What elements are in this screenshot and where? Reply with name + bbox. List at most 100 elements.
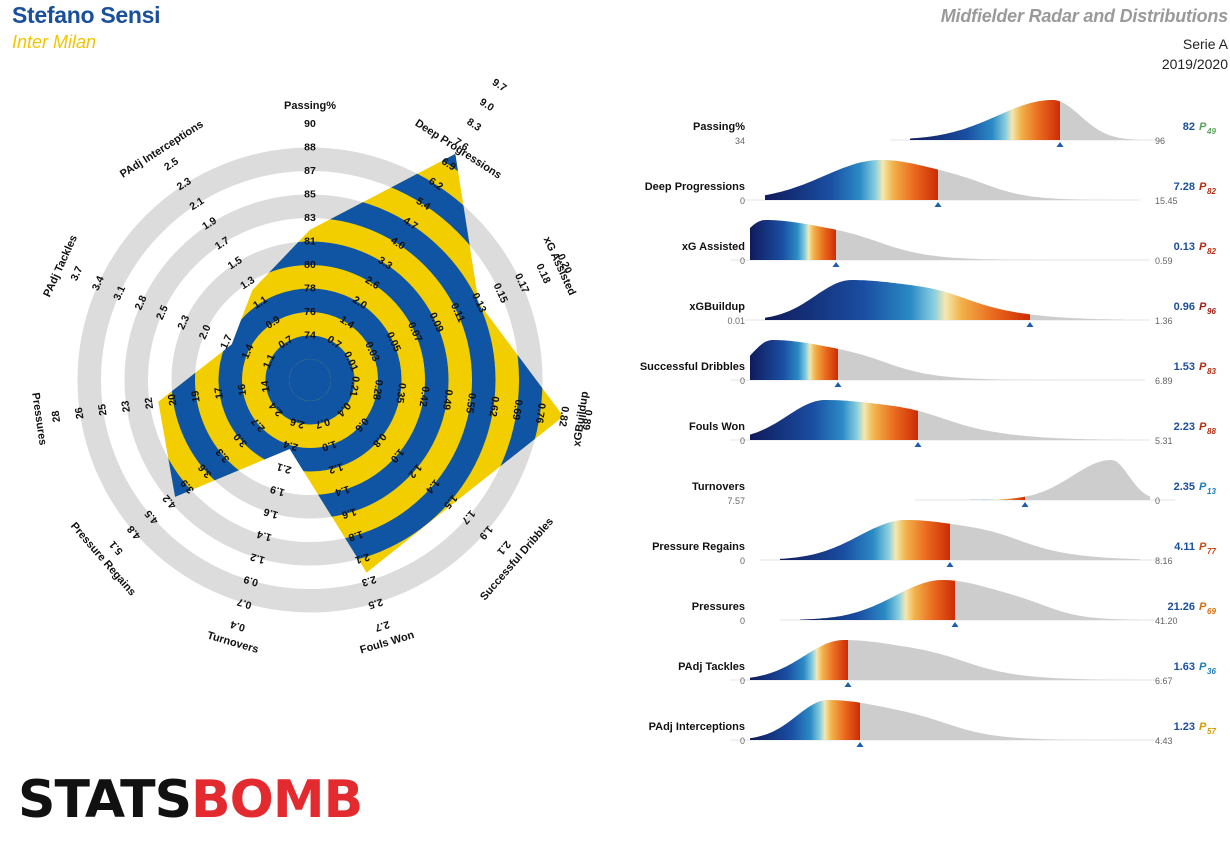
dist-label: Passing% [693, 121, 745, 133]
player-name: Stefano Sensi [12, 2, 161, 28]
dist-label: Deep Progressions [645, 181, 745, 193]
radar-fill-band [218, 288, 402, 472]
radar-tick-label: 2.7 [373, 618, 391, 634]
radar-tick-label: 1.4 [239, 342, 256, 360]
dist-max: 8.16 [1155, 556, 1173, 566]
dist-percentile-p: P [1199, 661, 1207, 673]
radar-tick-label: 2.5 [154, 303, 171, 321]
dist-value: 1.23 [1174, 721, 1195, 733]
dist-value: 0.13 [1174, 241, 1195, 253]
dist-min: 0 [740, 256, 745, 266]
team-name: Inter Milan [12, 32, 97, 52]
dist-min: 0 [740, 676, 745, 686]
dist-value: 1.63 [1174, 661, 1195, 673]
dist-label: Pressures [692, 601, 745, 613]
dist-percentile: 77 [1207, 547, 1216, 556]
dist-min: 7.57 [727, 496, 745, 506]
dist-min: 0 [740, 376, 745, 386]
dist-percentile: 83 [1207, 367, 1216, 376]
dist-max: 4.43 [1155, 736, 1173, 746]
radar-tick-label: 0.69 [510, 399, 525, 421]
dist-min: 0 [740, 616, 745, 626]
radar-tick-label: 1.4 [255, 528, 273, 544]
dist-curve [935, 460, 1150, 500]
dist-percentile-p: P [1199, 421, 1207, 433]
radar-tick-label: 2.5 [367, 595, 385, 611]
dist-max: 1.36 [1155, 316, 1173, 326]
radar-tick-label: 1.1 [261, 352, 278, 370]
dist-min: 0 [740, 736, 745, 746]
dist-percentile: 13 [1207, 487, 1216, 496]
radar-tick-label: 23 [119, 400, 133, 413]
radar-tick-label: 3.4 [90, 274, 107, 292]
radar-tick-label: 85 [304, 188, 316, 200]
radar-tick-label: 74 [304, 329, 316, 341]
dist-label: xG Assisted [682, 241, 745, 253]
dist-min: 0 [740, 436, 745, 446]
dist-max: 41.20 [1155, 616, 1178, 626]
radar-tick-label: 0.49 [440, 389, 455, 411]
radar-tick-label: 0.7 [314, 415, 332, 431]
dist-marker [832, 262, 840, 267]
radar-tick-label: 0.28 [370, 379, 385, 401]
dist-percentile-p: P [1199, 541, 1207, 553]
dist-percentile: 82 [1207, 247, 1216, 256]
radar-tick-label: 16 [236, 383, 250, 396]
dist-percentile: 96 [1207, 307, 1216, 316]
dist-value: 1.53 [1174, 361, 1195, 373]
radar-tick-label: 2.1 [354, 550, 372, 566]
dist-marker [834, 382, 842, 387]
dist-max: 0.59 [1155, 256, 1173, 266]
radar-tick-label: 26 [73, 406, 87, 419]
dist-max: 6.89 [1155, 376, 1173, 386]
radar-tick-label: 22 [143, 396, 157, 409]
radar-tick-label: 1.2 [249, 550, 267, 566]
dist-fill [800, 580, 955, 620]
radar-tick-label: 0.62 [486, 395, 501, 417]
dist-fill [765, 280, 1030, 320]
dist-fill [765, 160, 938, 200]
radar-tick-label: 1.7 [218, 333, 235, 351]
radar-tick-label: 88 [304, 141, 316, 153]
dist-percentile: 69 [1207, 607, 1216, 616]
dist-min: 0.01 [727, 316, 745, 326]
dist-percentile: 57 [1207, 727, 1216, 736]
dist-percentile-p: P [1199, 181, 1207, 193]
dist-fill [750, 340, 838, 380]
dist-max: 96 [1155, 136, 1165, 146]
radar-tick-label: 80 [304, 259, 316, 271]
radar-tick-label: 83 [304, 212, 316, 224]
radar-tick-label: 0.76 [533, 402, 548, 424]
radar-tick-label: 1.0 [320, 438, 338, 454]
radar-fill-band [265, 335, 355, 425]
dist-label: Turnovers [692, 481, 745, 493]
radar-tick-label: 0.9 [242, 573, 260, 589]
radar-tick-label: 2.3 [360, 573, 378, 589]
radar-tick-label: 25 [96, 403, 110, 416]
dist-marker [951, 622, 959, 627]
dist-percentile: 88 [1207, 427, 1216, 436]
dist-percentile-p: P [1199, 721, 1207, 733]
dist-min: 34 [735, 136, 745, 146]
radar-tick-label: 0.55 [463, 392, 478, 414]
dist-percentile: 82 [1207, 187, 1216, 196]
dist-percentile: 49 [1206, 127, 1216, 136]
radar-tick-label: 3.7 [68, 264, 85, 282]
logo-bomb: BOMB [191, 770, 363, 830]
radar-tick-label: 0.89 [580, 409, 595, 431]
dist-percentile: 36 [1207, 667, 1216, 676]
dist-value: 2.23 [1174, 421, 1195, 433]
dist-max: 6.67 [1155, 676, 1173, 686]
radar-tick-label: 2.4 [282, 438, 300, 454]
dist-label: PAdj Tackles [678, 661, 745, 673]
radar-tick-label: 0.35 [393, 382, 408, 404]
league-label: Serie A [1182, 36, 1228, 52]
radar-tick-label: 2.0 [197, 323, 214, 341]
dist-percentile-p: P [1199, 241, 1207, 253]
dist-max: 5.31 [1155, 436, 1173, 446]
dist-curve [750, 340, 1120, 380]
dist-marker [1056, 142, 1064, 147]
dist-percentile-p: P [1199, 481, 1207, 493]
radar-tick-label: 20 [166, 393, 180, 406]
radar-tick-label: 0.7 [236, 595, 254, 611]
